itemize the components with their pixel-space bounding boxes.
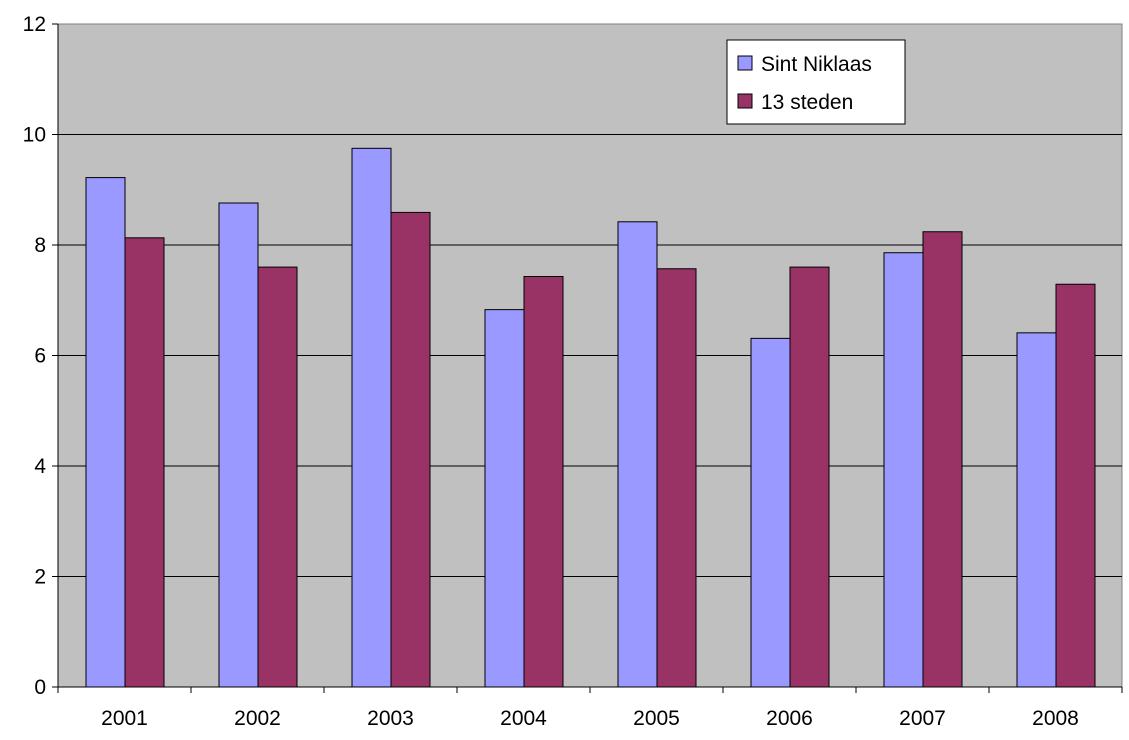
bar-2003-series-2 <box>390 211 431 688</box>
bar-2005-series-2 <box>656 268 697 688</box>
bar-2008-series-2 <box>1055 283 1096 688</box>
y-tick-label: 12 <box>23 13 46 36</box>
x-tick-label: 2005 <box>633 707 680 730</box>
bar-2002-series-1 <box>218 202 259 688</box>
bars <box>85 147 1096 688</box>
bar-2001-series-1 <box>85 177 126 688</box>
legend-label: 13 steden <box>761 91 853 114</box>
y-tick-label: 6 <box>34 345 46 368</box>
bar-2007-series-1 <box>883 252 924 688</box>
y-tick-label: 10 <box>23 124 46 147</box>
bar-2006-series-1 <box>750 337 791 688</box>
legend-label: Sint Niklaas <box>761 53 872 76</box>
bar-2007-series-2 <box>922 231 963 688</box>
x-tick-label: 2001 <box>101 707 148 730</box>
x-tick-label: 2006 <box>766 707 813 730</box>
y-tick-label: 0 <box>34 676 46 699</box>
y-tick-label: 8 <box>34 234 46 257</box>
x-tick-label: 2007 <box>899 707 946 730</box>
legend-swatch-series-2 <box>737 93 753 109</box>
y-tick-label: 2 <box>34 566 46 589</box>
bar-2005-series-1 <box>617 221 658 688</box>
x-tick-label: 2008 <box>1032 707 1079 730</box>
bar-2002-series-2 <box>257 266 298 688</box>
bar-2006-series-2 <box>789 266 830 688</box>
axes: 0 2 4 6 8 10 12 2001 2002 2003 2004 2005 2006 2007 200… <box>23 13 1123 730</box>
legend: Sint Niklaas 13 steden <box>726 39 906 125</box>
x-tick-label: 2004 <box>500 707 547 730</box>
x-tick-label: 2003 <box>367 707 414 730</box>
y-tick-label: 4 <box>34 455 46 478</box>
bar-2004-series-2 <box>523 275 564 688</box>
bar-2003-series-1 <box>351 147 392 688</box>
x-tick-label: 2002 <box>234 707 281 730</box>
legend-box <box>726 39 906 125</box>
legend-swatch-series-1 <box>737 55 753 71</box>
bar-2008-series-1 <box>1016 332 1057 688</box>
bar-2004-series-1 <box>484 309 525 688</box>
bar-2001-series-2 <box>124 237 165 688</box>
